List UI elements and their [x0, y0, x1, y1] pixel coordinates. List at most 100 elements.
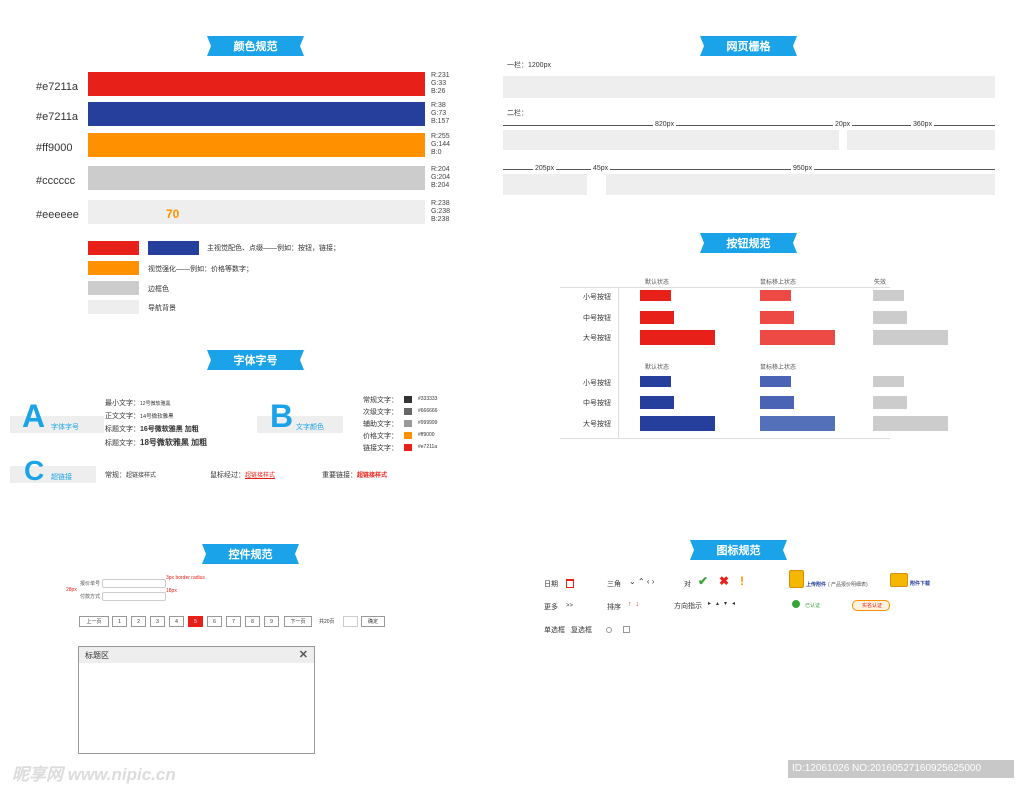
link-normal-value[interactable]: 超链接样式 [126, 473, 157, 479]
blue-medium-default-button[interactable] [640, 396, 674, 409]
download-folder-icon[interactable] [890, 573, 908, 587]
link-important-value[interactable]: 超链接样式 [357, 473, 388, 479]
icon-triangle-label: 三角 [607, 581, 621, 588]
red-medium-hover-button[interactable] [760, 311, 794, 324]
red-large-default-button[interactable] [640, 330, 715, 345]
download-label[interactable]: 附件下载 [910, 581, 931, 587]
color-hex-label: #cccccc [36, 175, 76, 187]
page-button[interactable]: 7 [226, 616, 241, 627]
link-hover-value[interactable]: 超链接样式 [245, 473, 276, 479]
font-size-row: 正文文字：14号微软雅黑 [105, 411, 174, 421]
spacing-note: 28px [66, 587, 77, 593]
icon-right-label: 对 [684, 581, 691, 588]
font-size-row: 标题文字：18号微软雅黑 加粗 [105, 437, 207, 448]
btn-col-hover: 鼠标移上状态 [760, 280, 797, 286]
font-a-label: 字体字号 [51, 424, 79, 431]
red-large-hover-button[interactable] [760, 330, 835, 345]
page-button[interactable]: 1 [112, 616, 127, 627]
legend-blue-swatch [148, 241, 199, 255]
section-ribbon-control: 控件规范 [202, 544, 299, 564]
next-page-button[interactable]: 下一页 [284, 616, 312, 627]
icon-more-label: 更多 [544, 604, 558, 611]
medium-disabled-button [873, 311, 907, 324]
color-swatch-bar [88, 72, 425, 96]
blue-small-hover-button[interactable] [760, 376, 791, 387]
blue-medium-hover-button[interactable] [760, 396, 794, 409]
btn-small-label-2: 小号按钮 [583, 380, 611, 387]
blue-small-default-button[interactable] [640, 376, 671, 387]
page-button[interactable]: 6 [207, 616, 222, 627]
link-important-key: 重要链接： [322, 472, 357, 479]
red-small-default-button[interactable] [640, 290, 671, 301]
grid-one-col-bar [503, 76, 995, 98]
sort-icons[interactable]: ↑ ↓ [628, 601, 639, 608]
text-color-key: 常规文字： [363, 397, 398, 404]
grid-950-bar [606, 174, 995, 195]
blue-large-default-button[interactable] [640, 416, 715, 431]
text-color-value: #e7211a [418, 444, 438, 450]
color-rgb-r: R:238 [431, 200, 450, 207]
blue-large-hover-button[interactable] [760, 416, 835, 431]
more-arrow-icon[interactable]: >> [566, 603, 574, 609]
watermark-logo: 昵享网 www.nipic.cn [12, 765, 176, 784]
grid-950-label: 950px [791, 165, 815, 172]
btn-medium-label-2: 中号按钮 [583, 400, 611, 407]
total-pages-label: 共20页 [319, 619, 335, 625]
link-normal-key: 常规： [105, 472, 126, 479]
page-button[interactable]: 4 [169, 616, 184, 627]
font-a-box [10, 416, 104, 433]
text-color-swatch [404, 444, 412, 451]
dialog-header: 标题区 ✕ [79, 647, 314, 663]
font-c-box [10, 466, 96, 483]
font-b-box [257, 416, 343, 433]
btn-large-label-2: 大号按钮 [583, 421, 611, 428]
upload-file-icon[interactable] [789, 570, 804, 588]
large-disabled-button-2 [873, 416, 948, 431]
page-button[interactable]: 2 [131, 616, 146, 627]
radio-icon[interactable] [606, 627, 612, 633]
text-color-key: 链接文字： [363, 445, 398, 452]
legend-nav-label: 导航背景 [148, 305, 176, 312]
real-verified-label: 实名认证 [862, 603, 883, 609]
color-hex-label: #eeeeee [36, 209, 79, 221]
dialog-title: 标题区 [85, 651, 109, 660]
verified-label: 已认证 [805, 603, 821, 609]
field1-input[interactable] [102, 579, 166, 588]
warning-icon: ! [740, 574, 744, 588]
text-color-value: #666666 [418, 408, 438, 414]
upload-label[interactable]: 上传附件 [806, 582, 827, 588]
font-size-value: 18号微软雅黑 加粗 [140, 438, 208, 447]
icon-direction-label: 方向指示 [674, 603, 702, 610]
text-color-key: 辅助文字： [363, 421, 398, 428]
confirm-page-button[interactable]: 确定 [361, 616, 385, 627]
btn-col-default: 默认状态 [645, 280, 670, 286]
color-rgb-b: B:204 [431, 182, 450, 189]
legend-accent-label: 视觉强化——例如：价格等数字； [148, 266, 253, 273]
small-disabled-button-2 [873, 376, 904, 387]
icon-checkbox-label: 复选框 [571, 627, 592, 634]
field2-input[interactable] [102, 592, 166, 601]
link-hover-key: 鼠标经过： [210, 472, 245, 479]
font-b-label: 文字颜色 [296, 424, 324, 431]
legend-gray-swatch [88, 281, 139, 295]
red-small-hover-button[interactable] [760, 290, 791, 301]
page-button[interactable]: 5 [188, 616, 203, 627]
color-swatch-bar [88, 133, 425, 157]
calendar-icon[interactable] [566, 579, 574, 588]
checkbox-icon[interactable] [623, 626, 630, 633]
page-button[interactable]: 8 [245, 616, 260, 627]
color-swatch-bar [88, 102, 425, 126]
color-hex-label: #e7211a [36, 81, 79, 93]
text-color-value: #333333 [418, 396, 438, 402]
page-jump-input[interactable] [343, 616, 358, 627]
legend-red-swatch [88, 241, 139, 255]
page-button[interactable]: 3 [150, 616, 165, 627]
color-rgb-r: R:231 [431, 72, 450, 79]
color-rgb-r: R:204 [431, 166, 450, 173]
prev-page-button[interactable]: 上一页 [79, 616, 109, 627]
close-icon[interactable]: ✕ [298, 649, 308, 661]
field2-label: 付款方式 [80, 594, 101, 600]
price-sample-number: 70 [166, 207, 180, 221]
page-button[interactable]: 9 [264, 616, 279, 627]
red-medium-default-button[interactable] [640, 311, 674, 324]
